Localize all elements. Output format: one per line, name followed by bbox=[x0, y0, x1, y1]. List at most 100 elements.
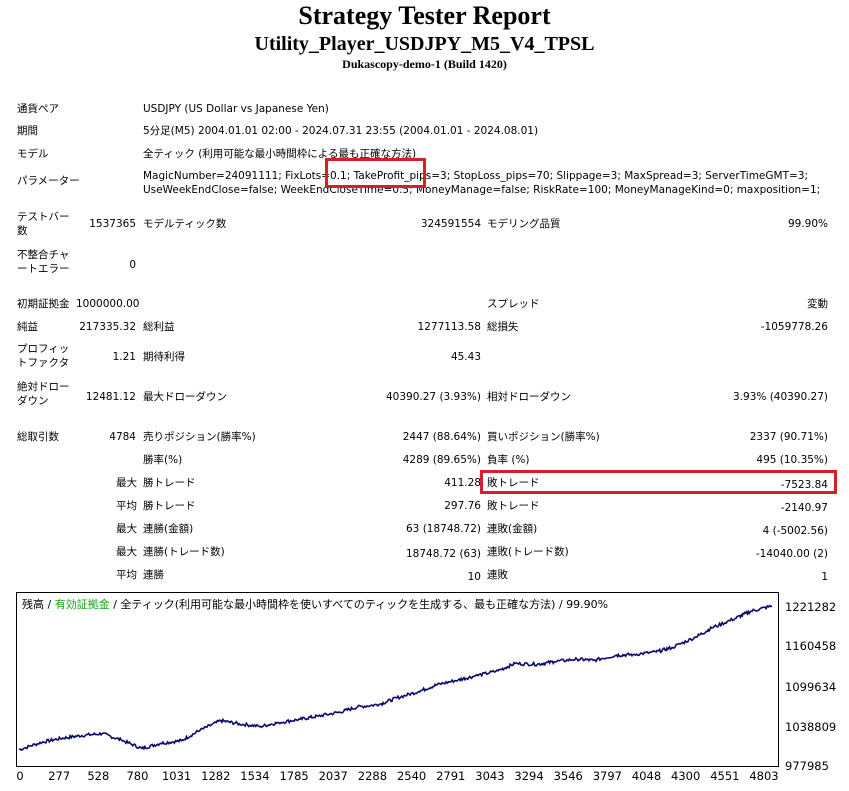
max-dd-label: 最大ドローダウン bbox=[143, 391, 227, 403]
x-tick-label: 528 bbox=[87, 769, 110, 783]
model-label: モデル bbox=[17, 148, 49, 160]
x-tick-label: 3043 bbox=[475, 769, 505, 783]
chart-legend: 残高 / 有効証拠金 / 全ティック(利用可能な最小時間枠を使いすべてのティック… bbox=[22, 596, 608, 612]
params-label: パラメーター bbox=[17, 175, 80, 187]
x-tick-label: 1785 bbox=[279, 769, 309, 783]
gross-loss-value: -1059778.26 bbox=[760, 321, 828, 333]
total-trades-label: 総取引数 bbox=[17, 431, 59, 443]
cons-loss-cnt-label: 連敗(トレード数) bbox=[487, 546, 569, 558]
y-tick-label: 1038809 bbox=[785, 720, 837, 734]
max-word-2: 最大 bbox=[116, 523, 137, 535]
x-tick-label: 1534 bbox=[240, 769, 270, 783]
cons-wins-cnt-label: 連勝(トレード数) bbox=[143, 546, 225, 558]
report-title: Strategy Tester Report bbox=[298, 1, 551, 30]
legend-rest: / 全ティック(利用可能な最小時間枠を使いすべてのティックを生成する、最も正確な… bbox=[109, 598, 609, 611]
x-tick-label: 277 bbox=[48, 769, 71, 783]
x-tick-label: 2540 bbox=[396, 769, 427, 783]
expected-value: 45.43 bbox=[450, 351, 481, 363]
x-tick-label: 4048 bbox=[631, 769, 662, 783]
params-line-2: UseWeekEndClose=false; WeekEndCloseTime=… bbox=[143, 184, 821, 196]
short-label: 売りポジション(勝率%) bbox=[143, 431, 256, 443]
gross-profit-label: 総利益 bbox=[143, 321, 175, 333]
max-word-1: 最大 bbox=[116, 477, 137, 489]
avg-loss-label: 敗トレード bbox=[487, 500, 540, 512]
bars-value: 1537365 bbox=[89, 218, 136, 230]
ticks-label: モデルティック数 bbox=[143, 218, 227, 230]
report-server: Dukascopy-demo-1 (Build 1420) bbox=[342, 57, 507, 71]
avg-cons-win-value: 10 bbox=[467, 571, 481, 583]
period-label: 期間 bbox=[17, 125, 38, 137]
deposit-label: 初期証拠金 bbox=[17, 298, 70, 310]
x-tick-label: 780 bbox=[126, 769, 149, 783]
series-line-0 bbox=[18, 604, 773, 752]
abs-dd-value: 12481.12 bbox=[85, 391, 136, 403]
mismatch-label: 不整合チャートエラー bbox=[17, 249, 70, 275]
short-value: 2447 (88.64%) bbox=[402, 431, 481, 443]
max-win-label: 勝トレード bbox=[143, 477, 196, 489]
max-dd-value: 40390.27 (3.93%) bbox=[386, 391, 481, 403]
avg-loss-value: -2140.97 bbox=[780, 502, 828, 514]
model-value: 全ティック (利用可能な最小時間枠による最も正確な方法) bbox=[143, 148, 417, 160]
pf-label: プロフィットファクタ bbox=[17, 343, 70, 369]
avg-word-1: 平均 bbox=[116, 500, 137, 512]
net-value: 217335.32 bbox=[79, 321, 136, 333]
y-tick-label: 977985 bbox=[785, 759, 829, 773]
legend-balance: 残高 bbox=[22, 598, 44, 611]
avg-word-2: 平均 bbox=[116, 569, 137, 581]
expected-label: 期待利得 bbox=[143, 351, 185, 363]
x-tick-label: 1282 bbox=[201, 769, 231, 783]
x-tick-label: 3546 bbox=[553, 769, 583, 783]
x-tick-label: 1031 bbox=[161, 769, 192, 783]
win-pct-label: 勝率(%) bbox=[143, 454, 183, 466]
x-tick-label: 2791 bbox=[436, 769, 466, 783]
max-loss-label: 敗トレード bbox=[487, 477, 540, 489]
x-tick-label: 3797 bbox=[592, 769, 622, 783]
max-loss-value: -7523.84 bbox=[780, 479, 828, 491]
rel-dd-value: 3.93% (40390.27) bbox=[733, 391, 828, 403]
mismatch-value: 0 bbox=[129, 259, 136, 271]
x-tick-label: 4803 bbox=[749, 769, 779, 783]
long-label: 買いポジション(勝率%) bbox=[487, 431, 600, 443]
legend-separator: / bbox=[44, 598, 55, 611]
total-trades-value: 4784 bbox=[109, 431, 136, 443]
gross-loss-label: 総損失 bbox=[487, 321, 519, 333]
deposit-value: 1000000.00 bbox=[76, 298, 140, 310]
cons-wins-amt-value: 63 (18748.72) bbox=[406, 523, 481, 535]
cons-loss-amt-value: 4 (-5002.56) bbox=[762, 525, 828, 537]
avg-cons-loss-label: 連敗 bbox=[487, 569, 508, 581]
x-tick-label: 3294 bbox=[514, 769, 544, 783]
spread-value: 変動 bbox=[807, 298, 828, 310]
cons-wins-amt-label: 連勝(金額) bbox=[143, 523, 194, 535]
gross-profit-value: 1277113.58 bbox=[417, 321, 481, 333]
balance-chart: 残高 / 有効証拠金 / 全ティック(利用可能な最小時間枠を使いすべてのティック… bbox=[16, 592, 779, 767]
cons-loss-amt-label: 連敗(金額) bbox=[487, 523, 538, 535]
report-subtitle: Utility_Player_USDJPY_M5_V4_TPSL bbox=[254, 33, 595, 55]
y-tick-label: 1221282 bbox=[785, 600, 837, 614]
y-tick-label: 1160458 bbox=[785, 639, 837, 653]
ticks-value: 324591554 bbox=[420, 218, 481, 230]
pf-value: 1.21 bbox=[112, 351, 136, 363]
legend-equity: 有効証拠金 bbox=[54, 598, 110, 611]
x-tick-label: 2288 bbox=[357, 769, 388, 783]
loss-pct-value: 495 (10.35%) bbox=[756, 454, 828, 466]
loss-pct-label: 負率 (%) bbox=[487, 454, 530, 466]
x-tick-label: 4300 bbox=[671, 769, 701, 783]
avg-win-value: 297.76 bbox=[444, 500, 481, 512]
win-pct-value: 4289 (89.65%) bbox=[402, 454, 481, 466]
spread-label: スプレッド bbox=[487, 298, 540, 310]
quality-label: モデリング品質 bbox=[487, 218, 561, 230]
avg-cons-loss-value: 1 bbox=[821, 571, 828, 583]
avg-cons-win-label: 連勝 bbox=[143, 569, 164, 581]
max-win-value: 411.28 bbox=[444, 477, 481, 489]
net-label: 純益 bbox=[17, 321, 38, 333]
max-word-3: 最大 bbox=[116, 546, 137, 558]
cons-loss-cnt-value: -14040.00 (2) bbox=[755, 548, 828, 560]
symbol-label: 通貨ペア bbox=[17, 103, 59, 115]
params-line-1: MagicNumber=24091111; FixLots=0.1; TakeP… bbox=[143, 170, 809, 182]
takeprofit-highlight-box bbox=[325, 158, 426, 188]
chart-plot bbox=[18, 604, 773, 752]
x-tick-label: 4551 bbox=[710, 769, 740, 783]
quality-value: 99.90% bbox=[787, 218, 828, 230]
y-tick-label: 1099634 bbox=[785, 680, 837, 694]
x-tick-label: 2037 bbox=[318, 769, 348, 783]
